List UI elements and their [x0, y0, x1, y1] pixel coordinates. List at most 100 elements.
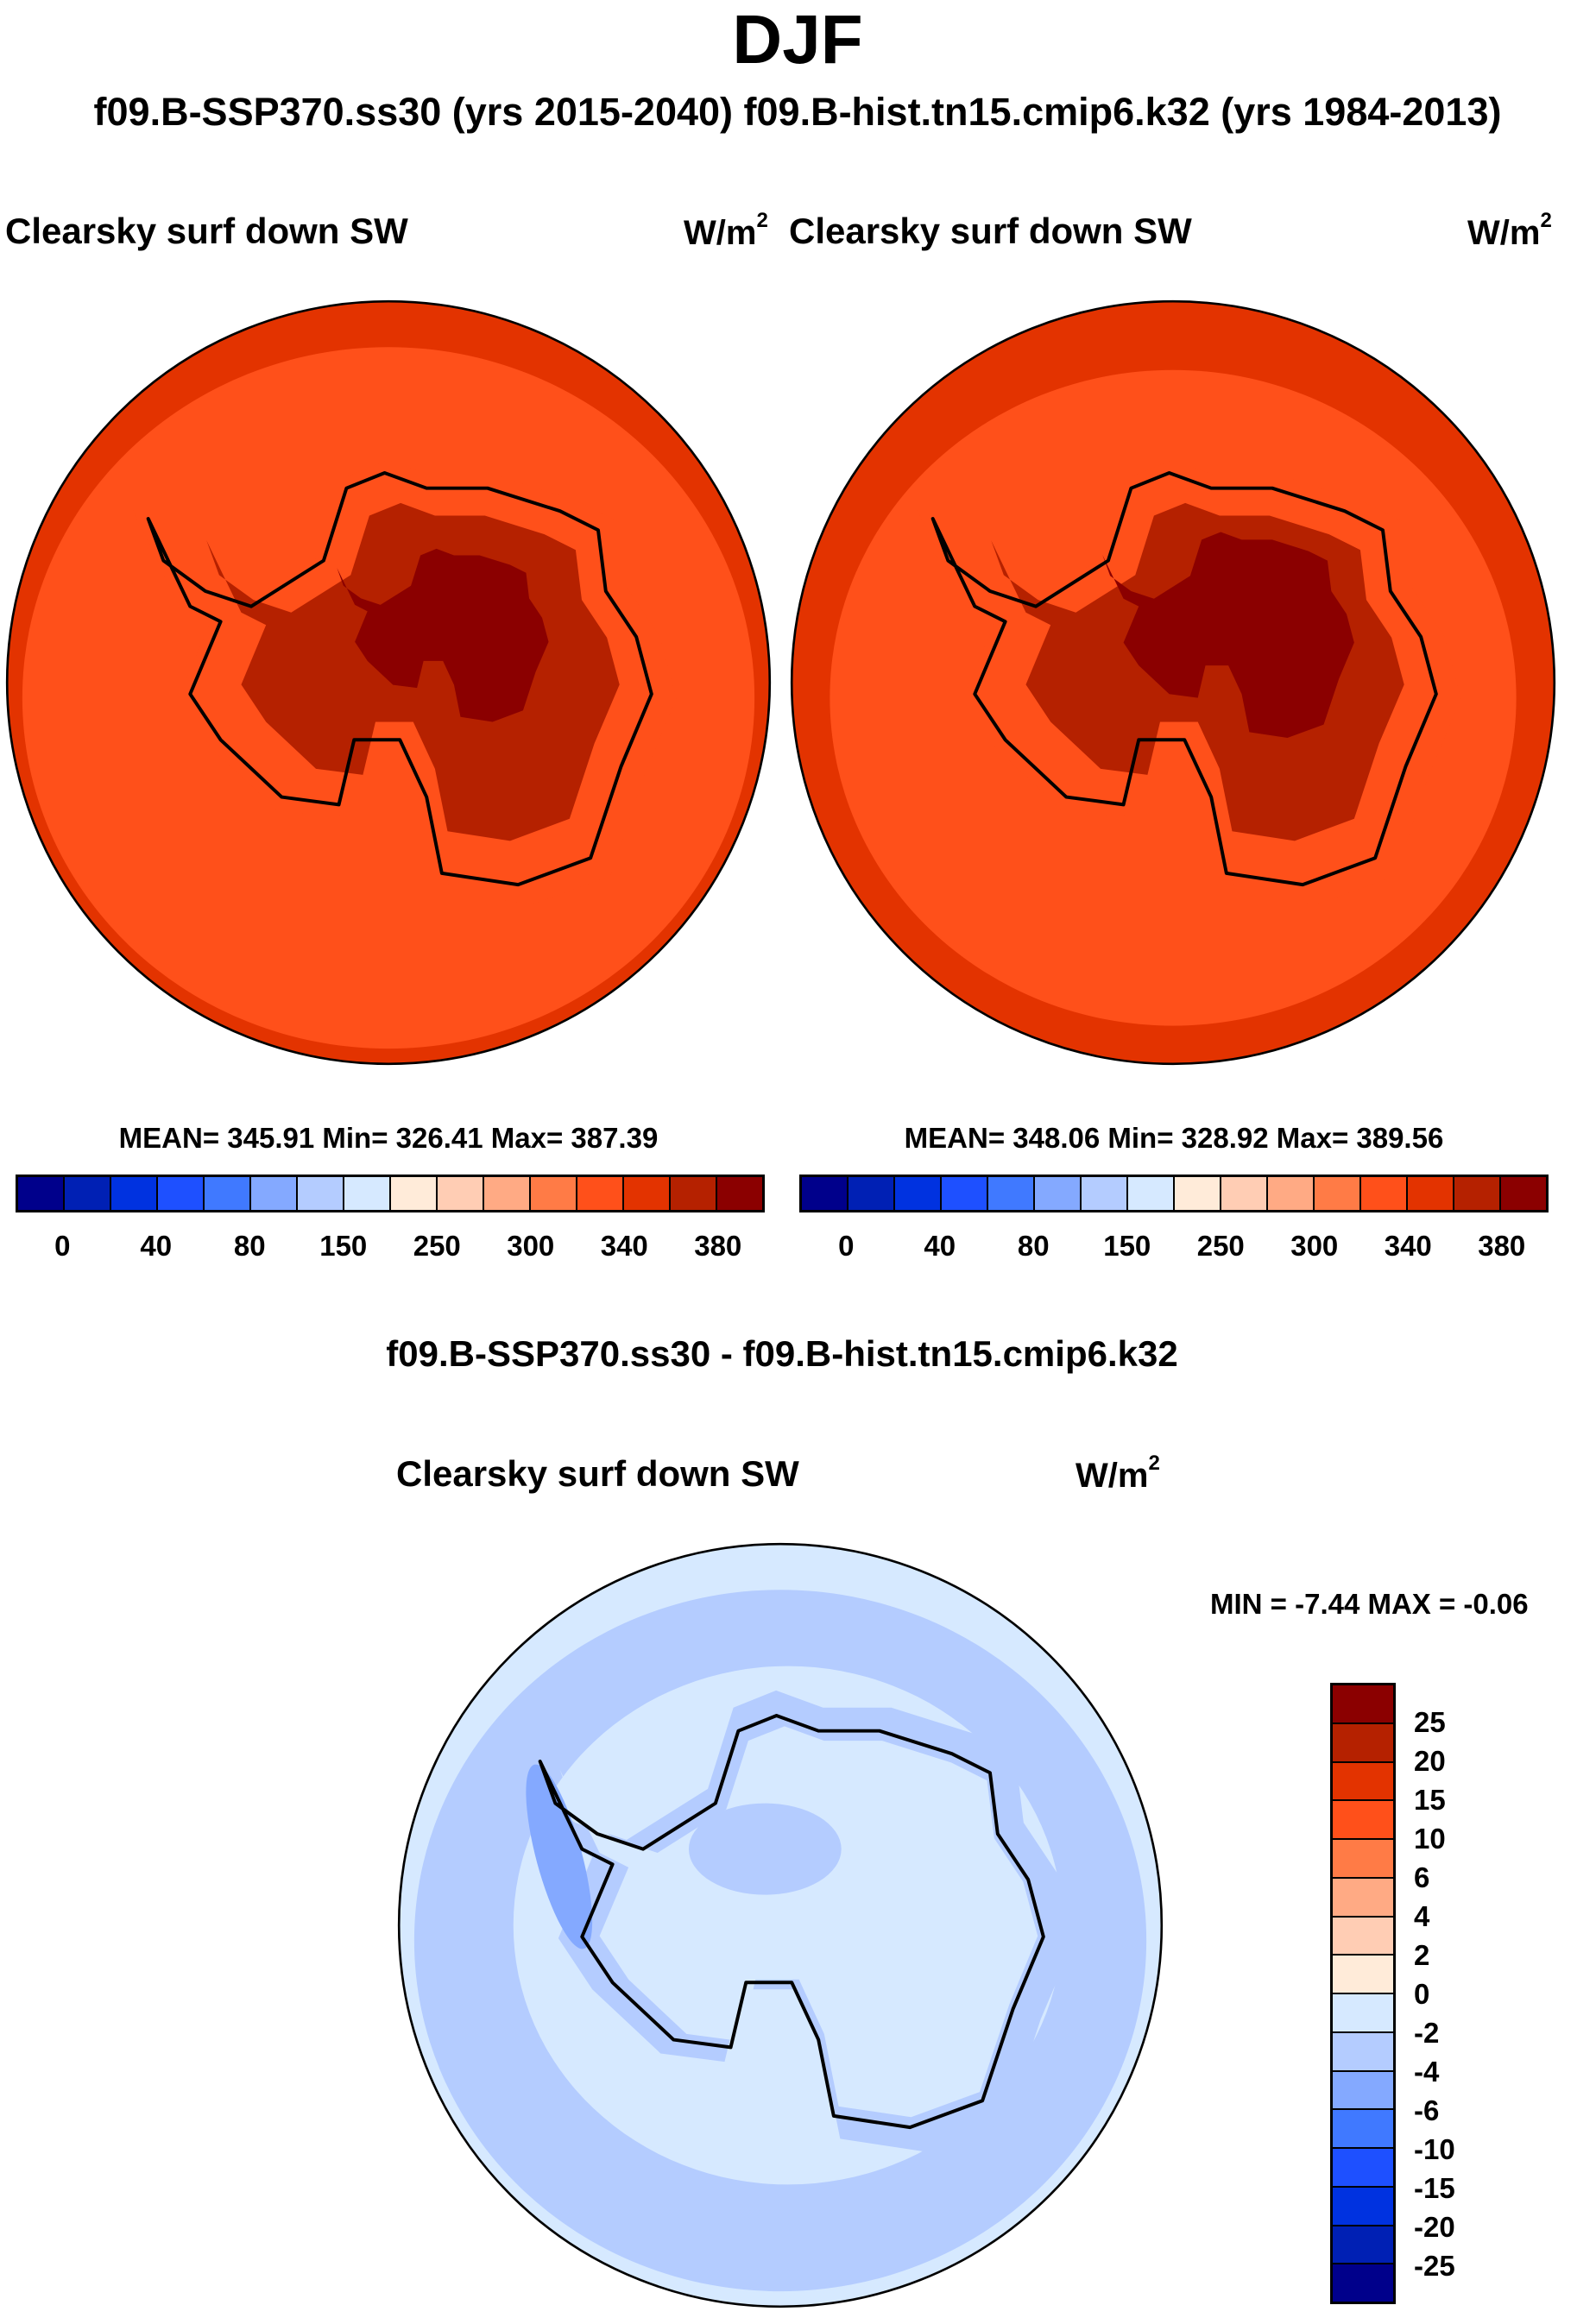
colorbar-label: 250 — [413, 1230, 461, 1262]
colorbar-label: 10 — [1414, 1823, 1446, 1855]
panel3-colorbar — [1330, 1683, 1396, 2304]
colorbar-box — [436, 1177, 483, 1210]
panel3-title: Clearsky surf down SW — [396, 1453, 799, 1494]
colorbar-box — [1313, 1177, 1359, 1210]
antarctica-coastline — [146, 471, 653, 887]
colorbar-label: 250 — [1196, 1230, 1245, 1262]
colorbar-label: 0 — [838, 1230, 855, 1262]
field-interior-max — [337, 548, 549, 722]
colorbar-box — [576, 1177, 622, 1210]
main-title: DJF — [732, 1, 863, 78]
colorbar-box — [1333, 1915, 1393, 1955]
units-exp: 2 — [756, 209, 768, 232]
panel1-colorbar — [16, 1175, 765, 1212]
colorbar-box — [1333, 1954, 1393, 1993]
panel1-title: Clearsky surf down SW — [5, 211, 408, 251]
colorbar-box — [156, 1177, 203, 1210]
colorbar-box — [249, 1177, 296, 1210]
map-boundary — [397, 1542, 1164, 2308]
colorbar-label: 340 — [600, 1230, 648, 1262]
colorbar-label: 300 — [1290, 1230, 1339, 1262]
colorbar-label: 0 — [1414, 1978, 1430, 2010]
colorbar-box — [1220, 1177, 1266, 1210]
panel3-stats: MIN = -7.44 MAX = -0.06 — [1210, 1588, 1529, 1620]
map-boundary — [5, 299, 772, 1066]
colorbar-box — [893, 1177, 940, 1210]
field-interior-max — [1102, 532, 1354, 739]
colorbar-label: 150 — [1103, 1230, 1151, 1262]
units-base: W/m — [1076, 1457, 1149, 1495]
colorbar-box — [1333, 2108, 1393, 2147]
colorbar-box — [296, 1177, 343, 1210]
panel1-map — [5, 299, 772, 1066]
colorbar-label: 380 — [694, 1230, 742, 1262]
colorbar-box — [1333, 1876, 1393, 1916]
colorbar-box — [1266, 1177, 1313, 1210]
colorbar-box — [483, 1177, 529, 1210]
colorbar-label: 80 — [1017, 1230, 1050, 1262]
field-antarctica — [559, 1726, 1038, 2118]
units-base: W/m — [1467, 214, 1541, 252]
colorbar-box — [1333, 2147, 1393, 2186]
colorbar-box — [1333, 2069, 1393, 2109]
colorbar-box — [18, 1177, 63, 1210]
colorbar-label: -10 — [1414, 2133, 1455, 2165]
colorbar-box — [987, 1177, 1033, 1210]
colorbar-box — [1333, 2224, 1393, 2264]
colorbar-box — [1406, 1177, 1453, 1210]
colorbar-label: 40 — [140, 1230, 173, 1262]
panel1-stats: MEAN= 345.91 Min= 326.41 Max= 387.39 — [118, 1122, 659, 1154]
colorbar-label: 150 — [319, 1230, 368, 1262]
colorbar-box — [622, 1177, 669, 1210]
panel2-colorbar — [799, 1175, 1549, 1212]
colorbar-label: 80 — [233, 1230, 266, 1262]
colorbar-label: -20 — [1414, 2211, 1455, 2243]
colorbar-box — [1333, 2185, 1393, 2225]
colorbar-box — [1359, 1177, 1406, 1210]
diff-heading: f09.B-SSP370.ss30 - f09.B-hist.tn15.cmip… — [386, 1333, 1178, 1374]
colorbar-box — [343, 1177, 389, 1210]
colorbar-box — [110, 1177, 156, 1210]
panel2-title: Clearsky surf down SW — [789, 211, 1192, 251]
colorbar-box — [1333, 1838, 1393, 1877]
colorbar-label: 25 — [1414, 1706, 1446, 1738]
colorbar-label: -2 — [1414, 2017, 1440, 2049]
colorbar-label: 40 — [924, 1230, 956, 1262]
colorbar-box — [1453, 1177, 1499, 1210]
colorbar-label: 4 — [1414, 1900, 1430, 1932]
antarctica-coastline — [538, 1714, 1045, 2130]
colorbar-label: 0 — [54, 1230, 71, 1262]
units-exp: 2 — [1540, 209, 1552, 232]
colorbar-label: 6 — [1414, 1861, 1430, 1893]
field-interior-patch — [688, 1803, 842, 1895]
colorbar-box — [63, 1177, 110, 1210]
panel2-units: W/m2 — [1467, 209, 1552, 253]
colorbar-box — [1333, 1799, 1393, 1838]
antarctica-coastline — [930, 471, 1438, 887]
colorbar-box — [1333, 1760, 1393, 1800]
colorbar-box — [203, 1177, 249, 1210]
colorbar-label: 2 — [1414, 1939, 1430, 1971]
colorbar-box — [802, 1177, 847, 1210]
colorbar-box — [1033, 1177, 1080, 1210]
colorbar-label: 15 — [1414, 1784, 1446, 1816]
colorbar-box — [1333, 1993, 1393, 2031]
map-boundary — [790, 299, 1556, 1066]
colorbar-box — [1080, 1177, 1126, 1210]
units-base: W/m — [684, 214, 757, 252]
panel3-units: W/m2 — [1076, 1452, 1160, 1496]
colorbar-box — [1333, 1685, 1393, 1723]
colorbar-box — [1173, 1177, 1220, 1210]
colorbar-label: -6 — [1414, 2094, 1440, 2126]
colorbar-label: 300 — [507, 1230, 555, 1262]
subtitle: f09.B-SSP370.ss30 (yrs 2015-2040) f09.B-… — [93, 90, 1502, 134]
panel2-map — [790, 299, 1556, 1066]
colorbar-label: 340 — [1384, 1230, 1432, 1262]
colorbar-box — [1333, 2031, 1393, 2070]
colorbar-label: -4 — [1414, 2056, 1440, 2088]
colorbar-box — [1333, 2263, 1393, 2302]
colorbar-label: -25 — [1414, 2250, 1455, 2282]
colorbar-label: 380 — [1478, 1230, 1526, 1262]
colorbar-box — [940, 1177, 987, 1210]
panel3-map — [397, 1542, 1164, 2308]
